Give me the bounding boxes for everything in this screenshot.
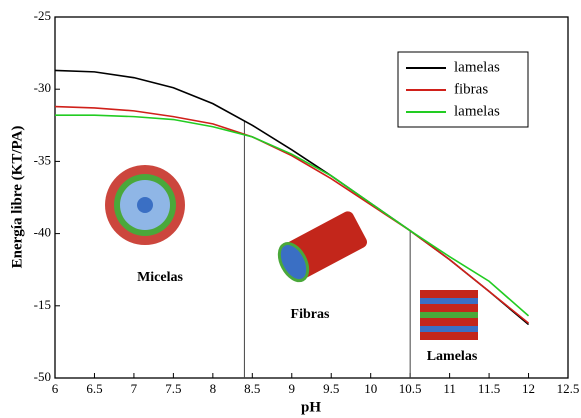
y-tick-label: -35 xyxy=(34,152,51,167)
x-tick-label: 12 xyxy=(522,381,535,396)
y-tick-label: -15 xyxy=(34,297,51,312)
x-tick-label: 8 xyxy=(210,381,217,396)
annotation: Lamelas xyxy=(427,349,478,364)
x-tick-label: 7 xyxy=(131,381,138,396)
x-tick-label: 6.5 xyxy=(86,381,102,396)
lamellar-illustration xyxy=(420,290,478,340)
fiber-illustration xyxy=(274,209,370,285)
y-tick-label: -50 xyxy=(34,369,51,384)
x-tick-label: 7.5 xyxy=(165,381,181,396)
annotation: Fibras xyxy=(291,307,330,322)
y-axis-label: Energía libre (KT/PA) xyxy=(9,126,25,269)
x-tick-label: 8.5 xyxy=(244,381,260,396)
legend-label: fibras xyxy=(454,81,488,97)
annotation: Micelas xyxy=(137,270,183,285)
x-tick-label: 9.5 xyxy=(323,381,339,396)
x-tick-label: 10.5 xyxy=(399,381,422,396)
x-tick-label: 10 xyxy=(364,381,377,396)
y-tick-label: -30 xyxy=(34,80,51,95)
x-tick-label: 11 xyxy=(443,381,456,396)
chart: pH Energía libre (KT/PA) 6 6.5 7 7.5 8 8.5 9 9.… xyxy=(0,0,581,418)
x-tick-label: 12.5 xyxy=(557,381,580,396)
x-tick-label: 6 xyxy=(52,381,59,396)
y-tick-label: -40 xyxy=(34,225,51,240)
legend-label: lamelas xyxy=(454,103,500,119)
legend-label: lamelas xyxy=(454,59,500,75)
y-tick-label: -25 xyxy=(34,8,51,23)
x-tick-label: 9 xyxy=(289,381,296,396)
x-axis-label: pH xyxy=(301,399,321,415)
micelle-illustration xyxy=(105,165,185,245)
x-tick-label: 11.5 xyxy=(478,381,500,396)
